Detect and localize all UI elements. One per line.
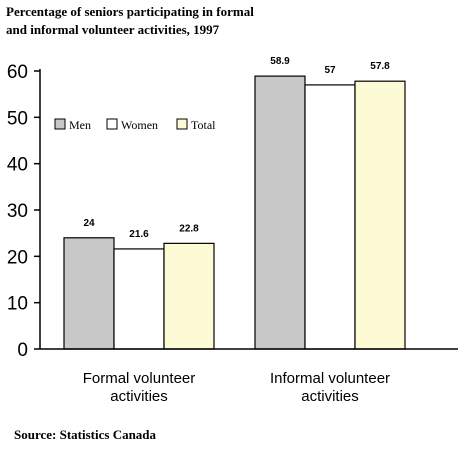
y-tick-label: 30 [7,201,28,222]
data-label: 24 [83,218,95,229]
data-label: 58.9 [270,56,290,67]
y-axis: 0 10 20 30 40 50 60 [7,62,41,361]
bar-total-informal [354,80,406,350]
x-tick-label: Informal volunteer [270,370,390,387]
legend-label-women: Women [121,118,158,132]
x-tick-label: activities [110,388,168,405]
data-label: 21.6 [129,229,149,240]
y-tick-label: 40 [7,155,28,176]
bar-women-informal [304,84,356,350]
data-labels: 24 21.6 22.8 58.9 57 57.8 [83,56,390,240]
y-tick-label: 0 [17,340,28,361]
data-label: 57.8 [370,61,390,72]
data-label: 57 [324,65,336,76]
y-tick-label: 10 [7,294,28,315]
y-tick-label: 50 [7,108,28,129]
data-label: 22.8 [179,223,199,234]
legend-swatch-men [54,118,66,130]
legend-label-total: Total [191,118,216,132]
y-tick-label: 60 [7,62,28,83]
x-tick-label: Formal volunteer [83,370,196,387]
bars [63,75,406,350]
chart-title-line-2: and informal volunteer activities, 1997 [6,22,220,37]
x-tick-label: activities [301,388,359,405]
bar-total-formal [163,242,215,350]
y-tick-label: 20 [7,247,28,268]
legend-swatch-total [176,118,188,130]
legend: Men Women Total [54,118,216,132]
chart-title: Percentage of seniors participating in f… [6,3,254,39]
bar-men-informal [254,75,306,350]
bar-women-formal [113,248,165,350]
legend-label-men: Men [69,118,91,132]
legend-swatch-women [106,118,118,130]
bar-men-formal [63,237,115,350]
source-note: Source: Statistics Canada [14,427,157,442]
chart-title-line-1: Percentage of seniors participating in f… [6,4,254,19]
